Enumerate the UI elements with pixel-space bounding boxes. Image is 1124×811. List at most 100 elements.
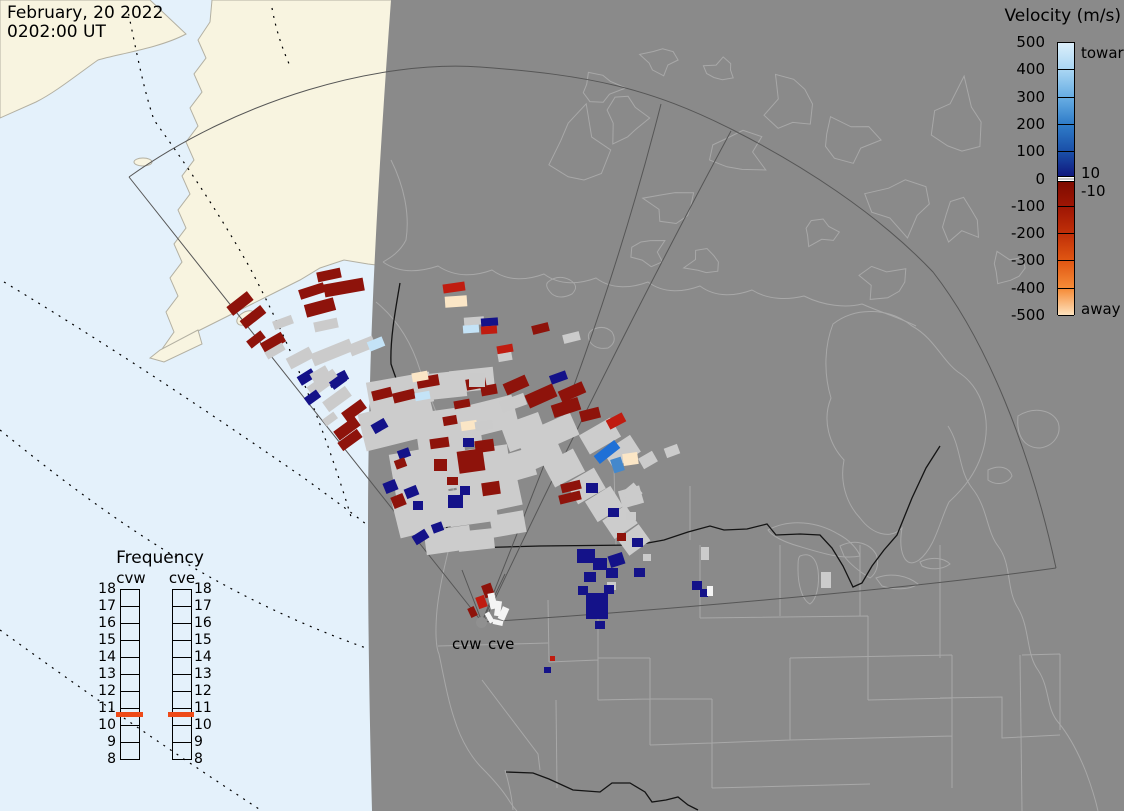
frequency-scale-number: 12 bbox=[86, 684, 116, 698]
ladder-rung bbox=[173, 725, 191, 726]
ladder-rung bbox=[121, 640, 139, 641]
velocity-cell bbox=[544, 667, 551, 673]
ladder-rung bbox=[173, 640, 191, 641]
superdarn-velocity-map: cvw cve February, 20 2022 0202:00 UT Vel… bbox=[0, 0, 1124, 811]
frequency-scale-number: 8 bbox=[86, 752, 116, 766]
frequency-marker-cve bbox=[168, 712, 194, 717]
velocity-legend: Velocity (m/s) 5004003002001000-100-200-… bbox=[985, 0, 1124, 330]
frequency-scale-number: 17 bbox=[194, 599, 224, 613]
ladder-rung bbox=[173, 708, 191, 709]
colorbar-segment bbox=[1058, 207, 1074, 234]
frequency-scale-number: 16 bbox=[194, 616, 224, 630]
threshold-minus10-label: -10 bbox=[1081, 182, 1106, 200]
ladder-rung bbox=[121, 674, 139, 675]
velocity-cell bbox=[463, 324, 480, 333]
velocity-cell bbox=[550, 656, 555, 661]
toward-label: toward bbox=[1081, 44, 1124, 62]
velocity-cell bbox=[323, 277, 365, 297]
ground-scatter-cell bbox=[489, 510, 526, 538]
frequency-legend: Frequency cvw cve 1818171716161515141413… bbox=[80, 545, 240, 775]
ladder-rung bbox=[121, 657, 139, 658]
ladder-rung bbox=[173, 742, 191, 743]
velocity-cell bbox=[622, 452, 639, 466]
velocity-cell bbox=[442, 281, 465, 293]
velocity-tick-label: 500 bbox=[992, 33, 1052, 51]
frequency-legend-title: Frequency bbox=[80, 548, 240, 568]
threshold-10-label: 10 bbox=[1081, 164, 1100, 182]
frequency-scale-number: 18 bbox=[194, 582, 224, 596]
ladder-rung bbox=[121, 708, 139, 709]
ladder-rung bbox=[121, 623, 139, 624]
velocity-legend-title: Velocity (m/s) bbox=[1004, 6, 1121, 26]
ladder-rung bbox=[173, 657, 191, 658]
velocity-cell bbox=[643, 554, 651, 561]
time-text: 0202:00 UT bbox=[7, 23, 163, 42]
velocity-tick-label: -200 bbox=[992, 224, 1052, 242]
frequency-scale-number: 14 bbox=[86, 650, 116, 664]
velocity-tick-label: -100 bbox=[992, 197, 1052, 215]
colorbar-segment bbox=[1058, 43, 1074, 70]
velocity-cell bbox=[316, 268, 342, 283]
ladder-rung bbox=[173, 691, 191, 692]
velocity-cell bbox=[474, 419, 493, 430]
velocity-cell bbox=[562, 331, 581, 344]
velocity-cell bbox=[586, 483, 598, 493]
ladder-rung bbox=[173, 606, 191, 607]
velocity-tick-label: 100 bbox=[992, 142, 1052, 160]
colorbar-segment bbox=[1058, 98, 1074, 125]
frequency-scale-number: 16 bbox=[86, 616, 116, 630]
date-text: February, 20 2022 bbox=[7, 4, 163, 23]
velocity-cell bbox=[548, 370, 567, 384]
radar-site-dot bbox=[476, 617, 487, 628]
velocity-cell bbox=[497, 352, 512, 362]
velocity-tick-label: -400 bbox=[992, 279, 1052, 297]
velocity-cell bbox=[467, 606, 478, 618]
velocity-cell bbox=[434, 459, 447, 471]
colorbar-segment bbox=[1058, 234, 1074, 261]
velocity-tick-label: 300 bbox=[992, 88, 1052, 106]
velocity-colorbar bbox=[1057, 42, 1075, 315]
colorbar-segment bbox=[1058, 70, 1074, 97]
ladder-rung bbox=[121, 725, 139, 726]
frequency-scale-number: 9 bbox=[86, 735, 116, 749]
velocity-tick-label: 200 bbox=[992, 115, 1052, 133]
velocity-cell bbox=[298, 282, 326, 300]
frequency-scale-number: 10 bbox=[86, 718, 116, 732]
velocity-tick-label: -300 bbox=[992, 251, 1052, 269]
ladder-rung bbox=[173, 623, 191, 624]
colorbar-segment bbox=[1058, 152, 1074, 177]
velocity-cell bbox=[304, 297, 336, 317]
velocity-cell bbox=[664, 444, 681, 458]
velocity-cell bbox=[272, 314, 294, 329]
velocity-cell bbox=[595, 621, 605, 629]
velocity-cell bbox=[634, 568, 645, 577]
velocity-cell bbox=[579, 406, 601, 422]
velocity-cell bbox=[413, 501, 423, 510]
velocity-cell bbox=[604, 585, 614, 594]
velocity-cell bbox=[593, 558, 607, 570]
velocity-cell bbox=[638, 451, 658, 469]
velocity-cell bbox=[503, 375, 530, 396]
velocity-tick-label: -500 bbox=[992, 306, 1052, 324]
colorbar-segment bbox=[1058, 125, 1074, 152]
frequency-scale-number: 17 bbox=[86, 599, 116, 613]
frequency-scale-number: 8 bbox=[194, 752, 224, 766]
ground-scatter-cell bbox=[457, 528, 495, 552]
frequency-scale-number: 9 bbox=[194, 735, 224, 749]
ladder-rung bbox=[173, 674, 191, 675]
velocity-cell bbox=[447, 477, 458, 485]
ladder-rung bbox=[121, 606, 139, 607]
velocity-cell bbox=[584, 572, 596, 582]
velocity-cell bbox=[286, 347, 315, 370]
frequency-scale-number: 15 bbox=[86, 633, 116, 647]
velocity-cell bbox=[460, 486, 470, 495]
frequency-scale-number: 14 bbox=[194, 650, 224, 664]
velocity-cell bbox=[240, 305, 267, 329]
frequency-scale-number: 12 bbox=[194, 684, 224, 698]
velocity-cell bbox=[607, 552, 625, 568]
velocity-cell bbox=[469, 373, 485, 387]
frequency-scale-number: 13 bbox=[194, 667, 224, 681]
frequency-scale-number: 11 bbox=[86, 701, 116, 715]
away-label: away bbox=[1081, 300, 1121, 318]
timestamp: February, 20 2022 0202:00 UT bbox=[7, 4, 163, 42]
